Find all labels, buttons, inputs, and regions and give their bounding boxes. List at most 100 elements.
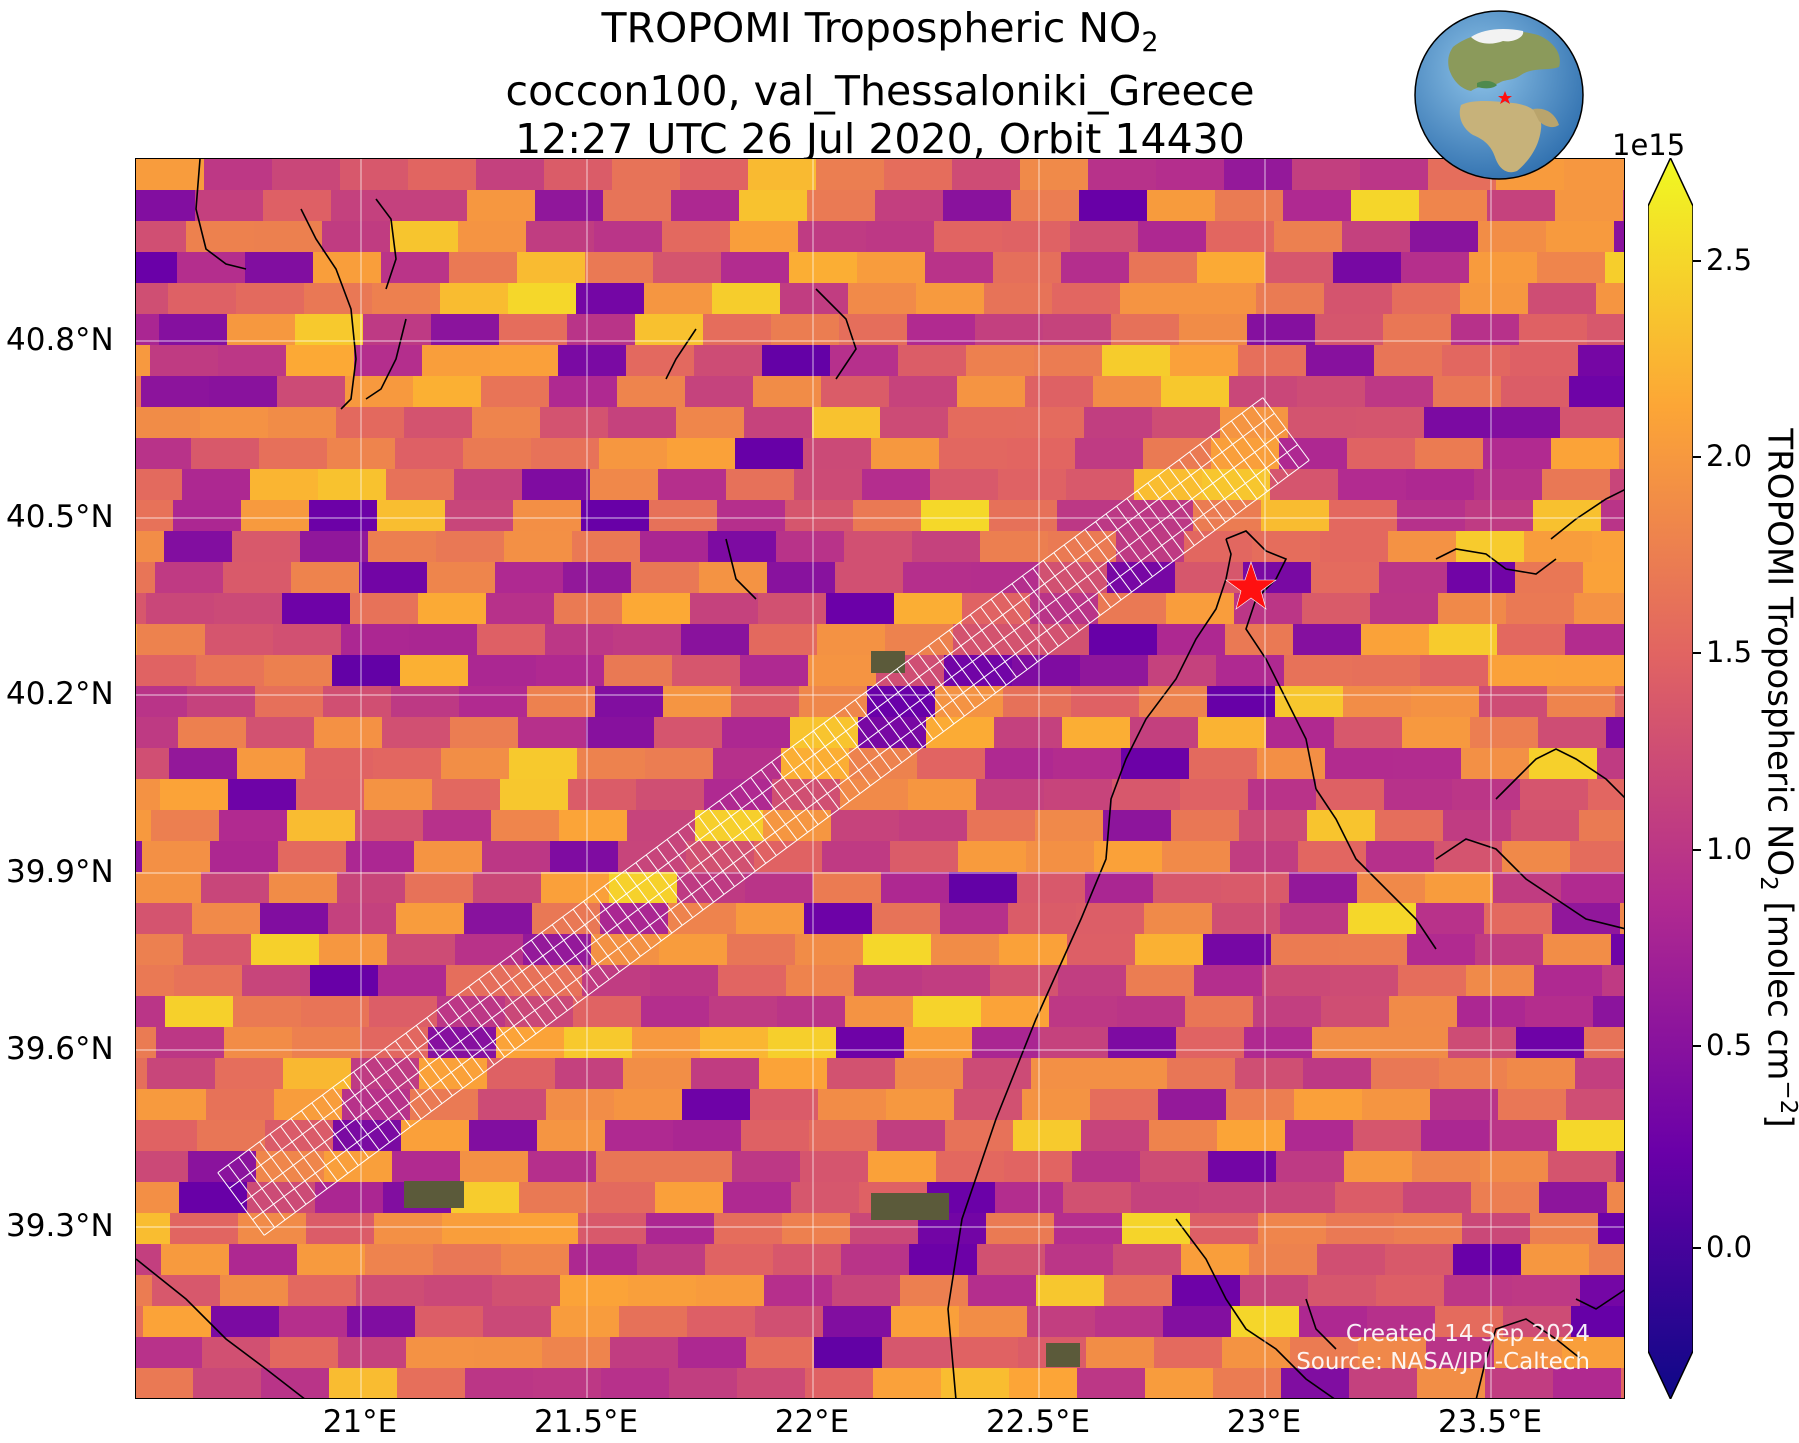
no2-map[interactable] bbox=[136, 159, 1625, 1399]
no2-pixel bbox=[136, 1275, 153, 1307]
no2-pixel bbox=[613, 624, 682, 656]
no2-pixel bbox=[1031, 1058, 1100, 1090]
no2-pixel bbox=[323, 686, 392, 718]
no2-pixel bbox=[1217, 1120, 1286, 1152]
no2-pixel bbox=[1494, 1337, 1563, 1369]
no2-pixel bbox=[532, 903, 601, 935]
missing-pixel bbox=[871, 1193, 949, 1220]
no2-pixel bbox=[560, 1275, 629, 1307]
no2-pixel bbox=[1533, 500, 1602, 532]
no2-pixel bbox=[554, 593, 623, 625]
no2-pixel bbox=[179, 1182, 248, 1214]
lon-label: 21°E bbox=[322, 1404, 398, 1440]
no2-pixel bbox=[1253, 996, 1322, 1028]
no2-pixel bbox=[1543, 934, 1612, 966]
no2-pixel bbox=[279, 1306, 348, 1338]
no2-pixel bbox=[356, 1275, 425, 1307]
no2-pixel bbox=[533, 1368, 602, 1398]
no2-pixel bbox=[396, 903, 465, 935]
no2-pixel bbox=[336, 407, 405, 439]
lat-label: 39.6°N bbox=[6, 1031, 114, 1067]
no2-pixel bbox=[1452, 779, 1521, 811]
no2-pixel bbox=[1184, 531, 1253, 563]
no2-pixel bbox=[460, 1151, 529, 1183]
no2-pixel bbox=[1149, 1120, 1218, 1152]
swath-across-line bbox=[478, 978, 526, 1042]
no2-pixel bbox=[884, 159, 953, 191]
no2-pixel bbox=[309, 500, 378, 532]
no2-pixel bbox=[136, 748, 170, 780]
no2-pixel bbox=[985, 748, 1054, 780]
no2-pixel bbox=[1288, 407, 1357, 439]
no2-pixel bbox=[1289, 872, 1358, 904]
no2-pixel bbox=[941, 1368, 1010, 1398]
lon-label: 23.5°E bbox=[1437, 1404, 1543, 1440]
no2-pixel bbox=[526, 221, 595, 253]
no2-pixel bbox=[1281, 1368, 1350, 1398]
no2-pixel bbox=[989, 500, 1058, 532]
no2-pixel bbox=[386, 469, 455, 501]
no2-pixel bbox=[1335, 1182, 1404, 1214]
no2-pixel bbox=[999, 934, 1068, 966]
no2-pixel bbox=[450, 717, 519, 749]
no2-pixel bbox=[723, 1182, 792, 1214]
no2-pixel bbox=[1267, 1182, 1336, 1214]
no2-pixel bbox=[1027, 1306, 1096, 1338]
no2-pixel bbox=[807, 190, 876, 222]
no2-pixel bbox=[211, 1306, 280, 1338]
no2-pixel bbox=[151, 810, 220, 842]
no2-pixel bbox=[1515, 562, 1584, 594]
no2-pixel bbox=[495, 562, 564, 594]
no2-pixel bbox=[1415, 438, 1484, 470]
no2-pixel bbox=[1213, 1368, 1282, 1398]
no2-pixel bbox=[364, 779, 433, 811]
coastline-segment bbox=[947, 538, 1232, 1398]
swath-across-line bbox=[739, 784, 788, 849]
swath-across-line bbox=[614, 877, 662, 942]
swath-across-line bbox=[666, 839, 715, 903]
no2-pixel bbox=[178, 717, 247, 749]
no2-pixel bbox=[739, 190, 808, 222]
swath-across-line bbox=[1168, 467, 1216, 531]
swath-across-line bbox=[509, 955, 558, 1019]
no2-pixel bbox=[245, 252, 314, 284]
no2-pixel bbox=[1426, 1337, 1495, 1369]
no2-pixel bbox=[406, 1337, 475, 1369]
map-panel[interactable]: Created 14 Sep 2024 Source: NASA/JPL-Cal… bbox=[135, 158, 1625, 1399]
swath-across-line bbox=[645, 854, 694, 918]
coastline-segment bbox=[136, 1258, 305, 1398]
no2-pixel bbox=[873, 1368, 942, 1398]
no2-pixel bbox=[1352, 655, 1421, 687]
no2-pixel bbox=[397, 1368, 466, 1398]
no2-pixel bbox=[408, 159, 477, 191]
no2-pixel bbox=[959, 1306, 1028, 1338]
no2-pixel bbox=[949, 872, 1018, 904]
no2-pixel bbox=[528, 1151, 597, 1183]
no2-pixel bbox=[1249, 1244, 1318, 1276]
no2-pixel bbox=[374, 1213, 443, 1245]
no2-pixel bbox=[1393, 748, 1462, 780]
no2-pixel bbox=[136, 1182, 180, 1214]
no2-pixel bbox=[1556, 655, 1624, 687]
no2-pixel bbox=[1021, 624, 1090, 656]
no2-pixel bbox=[250, 469, 319, 501]
missing-pixel bbox=[1046, 1343, 1080, 1367]
no2-pixel bbox=[1081, 1120, 1150, 1152]
no2-pixel bbox=[1145, 1368, 1214, 1398]
no2-pixel bbox=[993, 252, 1062, 284]
no2-pixel bbox=[1240, 1275, 1309, 1307]
no2-pixel bbox=[1534, 965, 1603, 997]
no2-pixel bbox=[405, 872, 474, 904]
no2-pixel bbox=[1058, 965, 1127, 997]
swath-across-line bbox=[729, 792, 777, 856]
swath-across-line bbox=[823, 722, 871, 787]
no2-pixel bbox=[136, 438, 192, 470]
swath-across-line bbox=[1251, 405, 1300, 469]
no2-pixel bbox=[254, 221, 323, 253]
no2-pixel bbox=[1520, 779, 1589, 811]
no2-pixel bbox=[895, 1058, 964, 1090]
no2-pixel bbox=[242, 965, 311, 997]
no2-pixel bbox=[365, 1244, 434, 1276]
no2-pixel bbox=[1374, 345, 1443, 377]
colorbar-tick: 2.5 bbox=[1706, 243, 1753, 277]
